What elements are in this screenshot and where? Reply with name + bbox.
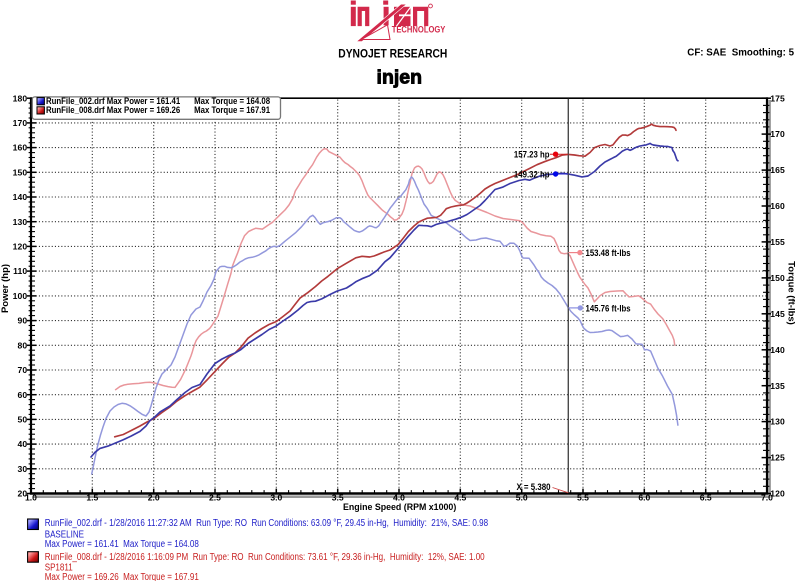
svg-text:170: 170 — [770, 129, 785, 139]
svg-text:X = 5.380: X = 5.380 — [516, 481, 550, 492]
svg-text:153.48 ft-lbs: 153.48 ft-lbs — [586, 247, 631, 258]
svg-text:130: 130 — [770, 417, 785, 427]
svg-text:3.0: 3.0 — [270, 493, 282, 503]
svg-text:145: 145 — [770, 309, 785, 319]
svg-text:3.5: 3.5 — [332, 493, 344, 503]
svg-text:135: 135 — [770, 381, 785, 391]
svg-text:180: 180 — [13, 93, 28, 103]
svg-text:140: 140 — [770, 345, 785, 355]
svg-text:149.32 hp: 149.32 hp — [514, 169, 550, 180]
svg-text:150: 150 — [13, 167, 28, 177]
svg-text:Max Power = 161.41 Max Torque: Max Power = 161.41 Max Torque = 164.08 — [45, 538, 199, 549]
svg-text:175: 175 — [770, 93, 785, 103]
svg-text:CF: SAE Smoothing: 5: CF: SAE Smoothing: 5 — [687, 47, 794, 58]
svg-text:RunFile_002.drf Max Power = 16: RunFile_002.drf Max Power = 161.41 — [46, 95, 180, 106]
svg-text:20: 20 — [18, 489, 28, 499]
svg-text:130: 130 — [13, 217, 28, 227]
svg-text:5.0: 5.0 — [516, 493, 528, 503]
svg-text:5.5: 5.5 — [577, 493, 589, 503]
svg-text:150: 150 — [770, 273, 785, 283]
svg-text:2.0: 2.0 — [148, 493, 160, 503]
svg-text:160: 160 — [13, 143, 28, 153]
svg-text:110: 110 — [13, 266, 27, 276]
svg-text:RunFile_008.drf Max Power = 16: RunFile_008.drf Max Power = 169.26 — [46, 104, 180, 115]
svg-text:Torque (ft-lbs): Torque (ft-lbs) — [786, 261, 797, 325]
svg-text:7.0: 7.0 — [761, 493, 773, 503]
svg-text:50: 50 — [18, 415, 28, 425]
svg-text:70: 70 — [18, 365, 28, 375]
svg-text:Power (hp): Power (hp) — [0, 264, 11, 313]
svg-text:80: 80 — [18, 340, 28, 350]
svg-text:6.5: 6.5 — [700, 493, 712, 503]
svg-text:RunFile_002.drf - 1/28/2016 11: RunFile_002.drf - 1/28/2016 11:27:32 AM … — [45, 517, 488, 528]
svg-text:4.5: 4.5 — [454, 493, 466, 503]
svg-text:157.23 hp: 157.23 hp — [514, 149, 550, 160]
svg-text:4.0: 4.0 — [393, 493, 405, 503]
svg-text:Engine Speed (RPM x1000): Engine Speed (RPM x1000) — [343, 502, 456, 512]
svg-text:140: 140 — [13, 192, 28, 202]
svg-text:40: 40 — [18, 439, 28, 449]
svg-text:SP1811: SP1811 — [45, 562, 73, 573]
svg-text:90: 90 — [18, 316, 28, 326]
svg-text:TECHNOLOGY: TECHNOLOGY — [392, 24, 446, 35]
svg-text:155: 155 — [770, 237, 785, 247]
svg-text:125: 125 — [770, 453, 785, 463]
svg-text:Max Torque = 167.91: Max Torque = 167.91 — [194, 104, 270, 115]
svg-text:100: 100 — [13, 291, 28, 301]
svg-text:120: 120 — [770, 489, 785, 499]
svg-text:170: 170 — [13, 118, 28, 128]
svg-text:RunFile_008.drf - 1/28/2016 1:: RunFile_008.drf - 1/28/2016 1:16:09 PM R… — [45, 551, 485, 562]
svg-text:165: 165 — [770, 165, 785, 175]
svg-text:2.5: 2.5 — [209, 493, 221, 503]
svg-text:1.5: 1.5 — [86, 493, 98, 503]
svg-text:60: 60 — [18, 390, 28, 400]
svg-text:120: 120 — [13, 242, 28, 252]
svg-text:Max Torque = 164.08: Max Torque = 164.08 — [194, 95, 270, 106]
svg-text:DYNOJET RESEARCH: DYNOJET RESEARCH — [338, 48, 447, 61]
svg-text:160: 160 — [770, 201, 785, 211]
svg-text:BASELINE: BASELINE — [45, 529, 84, 540]
svg-text:30: 30 — [18, 464, 28, 474]
svg-text:1.0: 1.0 — [25, 493, 37, 503]
svg-text:Max Power = 169.26 Max Torque: Max Power = 169.26 Max Torque = 167.91 — [45, 571, 199, 581]
svg-text:injen: injen — [377, 67, 423, 89]
svg-text:6.0: 6.0 — [638, 493, 650, 503]
svg-text:145.76 ft-lbs: 145.76 ft-lbs — [586, 303, 631, 314]
